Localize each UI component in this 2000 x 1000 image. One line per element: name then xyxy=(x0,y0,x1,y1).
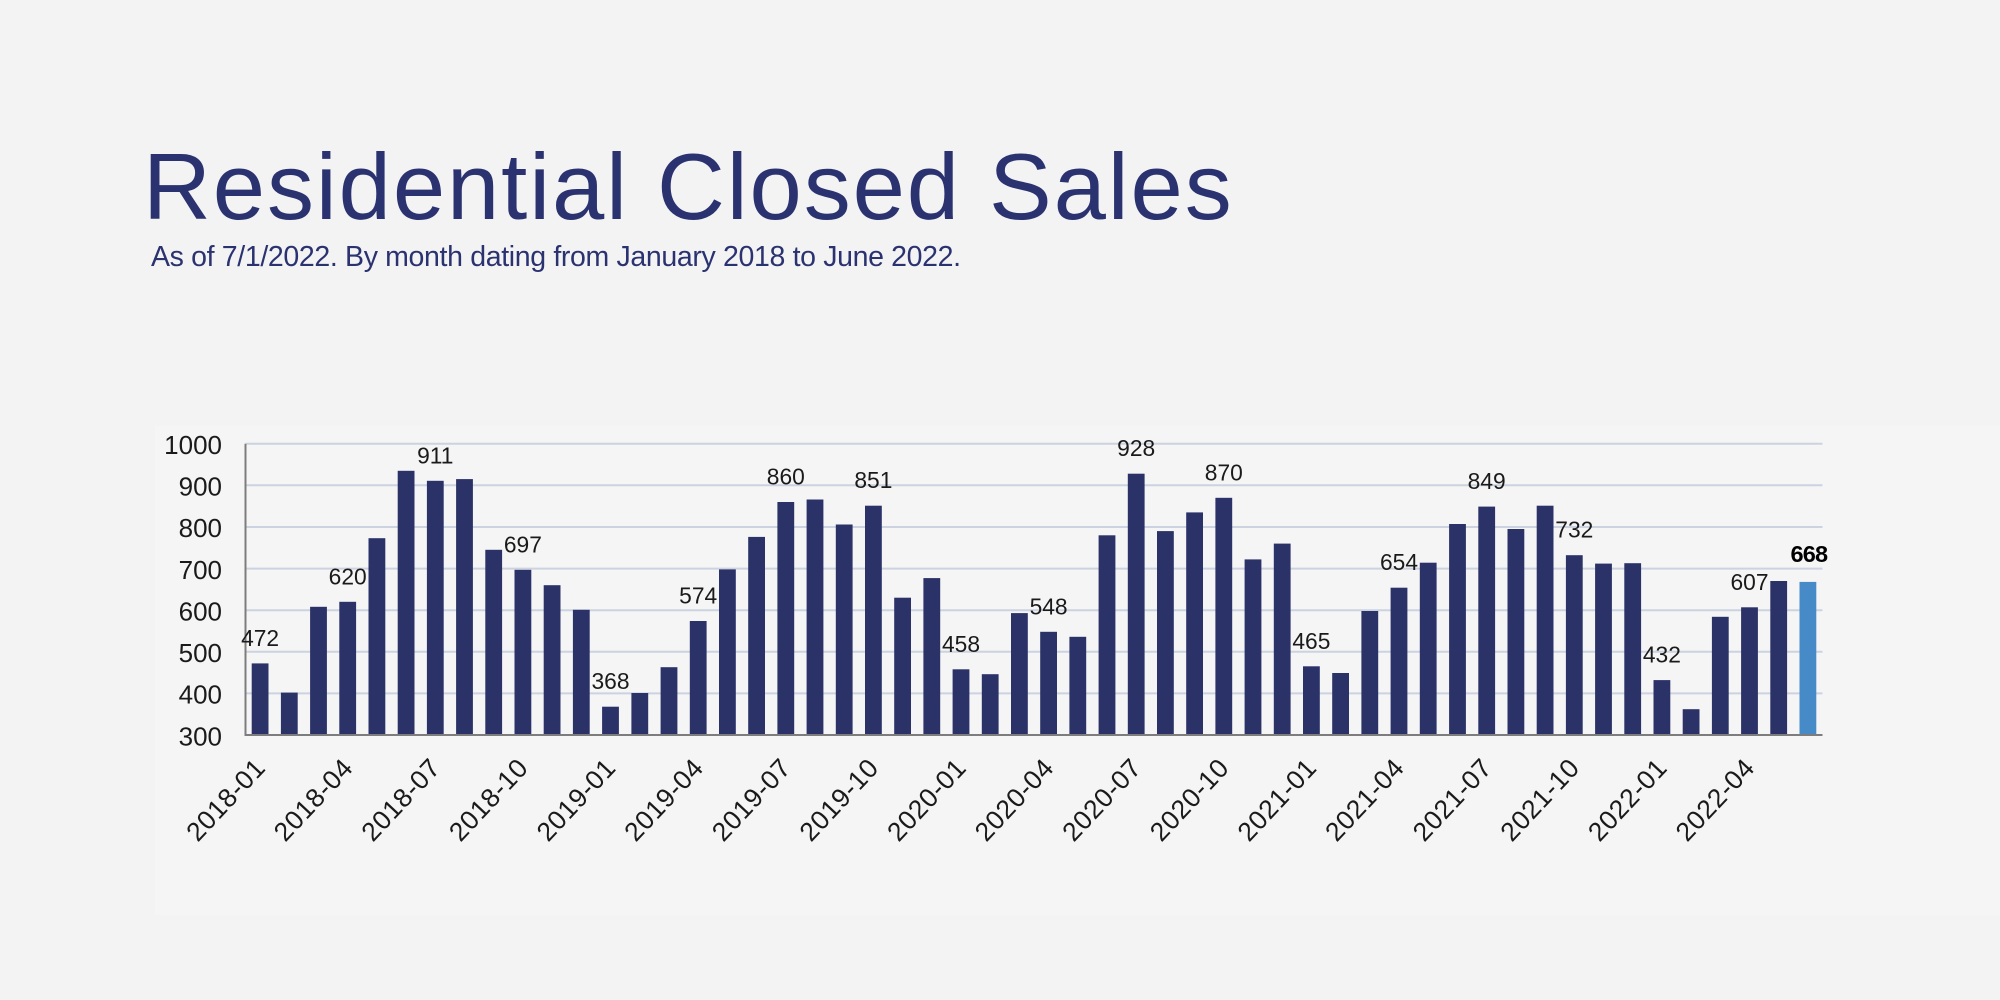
svg-text:654: 654 xyxy=(1380,549,1418,575)
svg-text:400: 400 xyxy=(179,680,222,710)
svg-text:900: 900 xyxy=(179,472,222,502)
svg-text:1000: 1000 xyxy=(164,430,222,460)
svg-text:697: 697 xyxy=(504,531,542,557)
svg-text:500: 500 xyxy=(179,638,222,668)
svg-text:548: 548 xyxy=(1030,593,1068,619)
svg-text:668: 668 xyxy=(1790,541,1828,567)
svg-text:607: 607 xyxy=(1730,569,1768,595)
svg-text:928: 928 xyxy=(1117,435,1155,461)
svg-text:300: 300 xyxy=(179,721,222,751)
svg-text:911: 911 xyxy=(417,442,453,468)
svg-text:368: 368 xyxy=(591,668,629,694)
svg-text:700: 700 xyxy=(179,555,222,585)
svg-text:870: 870 xyxy=(1205,459,1243,485)
svg-text:600: 600 xyxy=(179,597,222,627)
svg-text:732: 732 xyxy=(1555,517,1593,543)
svg-text:574: 574 xyxy=(679,583,717,609)
svg-text:860: 860 xyxy=(767,464,805,490)
svg-text:458: 458 xyxy=(942,631,980,657)
svg-text:620: 620 xyxy=(329,563,367,589)
svg-text:432: 432 xyxy=(1643,642,1681,668)
svg-text:849: 849 xyxy=(1468,468,1506,494)
svg-text:465: 465 xyxy=(1292,628,1330,654)
svg-text:851: 851 xyxy=(854,467,892,493)
svg-text:472: 472 xyxy=(241,625,279,651)
svg-text:800: 800 xyxy=(179,513,222,543)
